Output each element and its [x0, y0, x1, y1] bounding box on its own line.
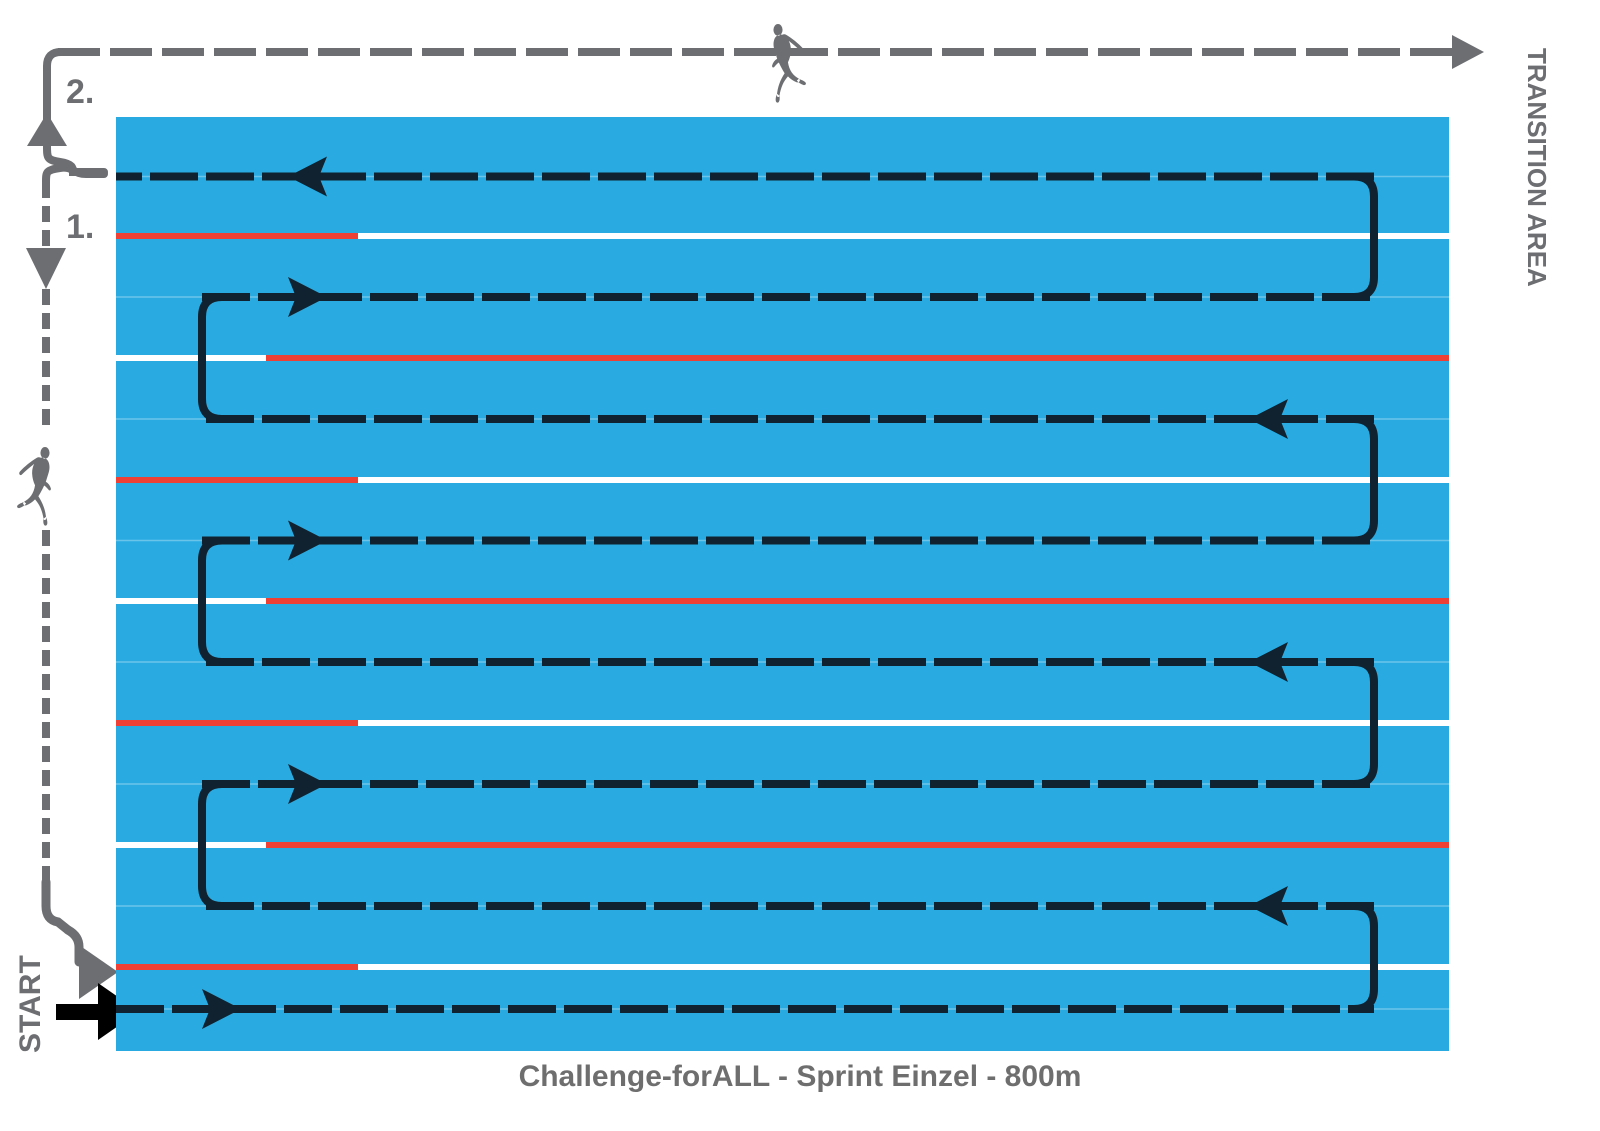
svg-text:TRANSITION AREA: TRANSITION AREA: [1522, 48, 1552, 287]
svg-text:START: START: [14, 955, 47, 1053]
svg-text:2.: 2.: [66, 73, 94, 111]
svg-text:1.: 1.: [66, 208, 94, 246]
